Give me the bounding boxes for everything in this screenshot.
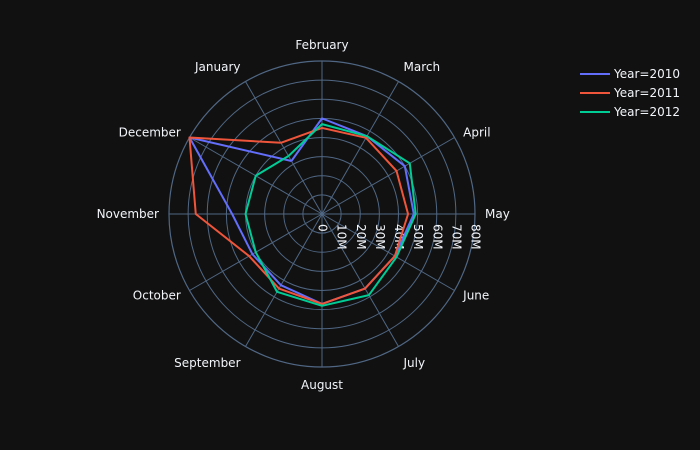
legend: Year=2010 Year=2011 Year=2012 (580, 67, 680, 119)
grid-spoke (321, 81, 399, 215)
angular-axis: January February March April May June July Augu… (97, 38, 510, 392)
radial-tick-label: 60M (430, 224, 444, 250)
grid-spoke (321, 213, 399, 347)
radial-tick-label: 30M (373, 224, 387, 250)
radial-tick-label: 0 (316, 224, 330, 232)
radial-tick-label: 80M (469, 224, 483, 250)
month-label: June (462, 289, 489, 303)
series-line-year-2012 (244, 123, 417, 307)
grid-spoke (321, 137, 455, 215)
month-label: March (404, 60, 441, 74)
radial-tick-label: 50M (411, 224, 425, 250)
radial-axis: 0 10M 20M 30M 40M 50M 60M 70M 80M (316, 224, 483, 250)
month-label: May (485, 207, 510, 221)
series-line-year-2010 (188, 117, 415, 305)
grid-spoke (321, 213, 455, 291)
month-label: July (403, 356, 426, 370)
radial-tick-label: 10M (335, 224, 349, 250)
series-line-year-2011 (188, 126, 410, 305)
grid-spoke (245, 81, 323, 215)
legend-label: Year=2012 (613, 105, 680, 119)
radial-tick-label: 20M (354, 224, 368, 250)
month-label: April (463, 126, 490, 140)
month-label: December (119, 126, 181, 140)
month-label: August (301, 378, 343, 392)
month-label: September (174, 356, 240, 370)
month-label: November (97, 207, 159, 221)
legend-label: Year=2010 (613, 67, 680, 81)
month-label: February (295, 38, 348, 52)
polar-grid (168, 60, 476, 368)
grid-spoke (245, 213, 323, 347)
legend-label: Year=2011 (613, 86, 680, 100)
month-label: October (133, 289, 181, 303)
month-label: January (194, 60, 241, 74)
radial-tick-label: 70M (449, 224, 463, 250)
series-lines (188, 117, 417, 307)
